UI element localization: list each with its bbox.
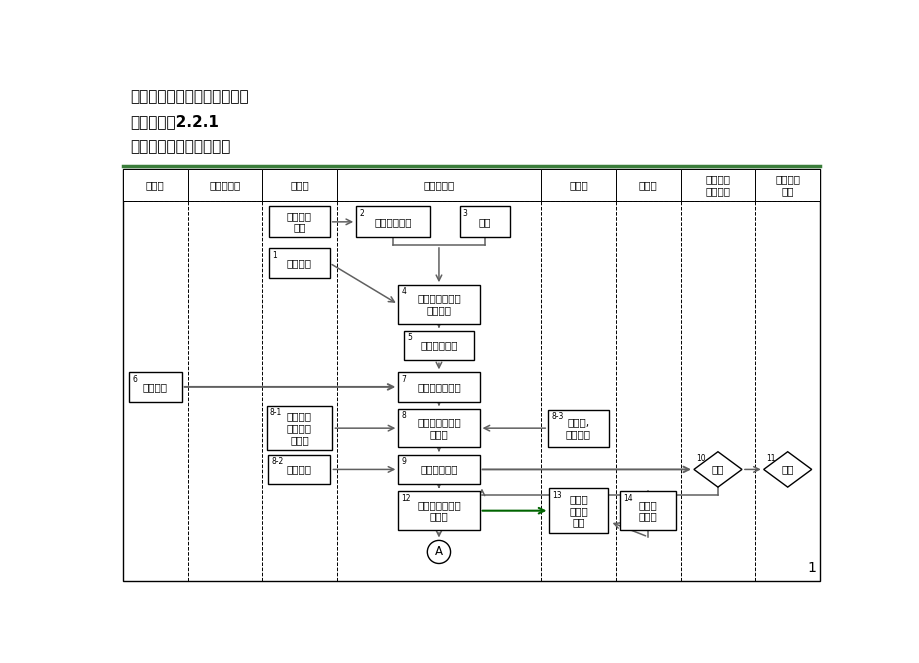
Text: 煤水电气
场站点设
置条件: 煤水电气 场站点设 置条件 (287, 412, 312, 445)
Text: 流程编号：2.2.1: 流程编号：2.2.1 (130, 114, 219, 129)
Text: 1: 1 (272, 251, 277, 260)
Bar (548, 410, 608, 447)
Polygon shape (693, 452, 741, 487)
Bar (262, 169, 336, 201)
Text: 工程部: 工程部 (569, 180, 587, 190)
Bar (615, 169, 680, 201)
Bar (403, 331, 473, 360)
Bar (619, 491, 675, 530)
Bar (540, 169, 615, 201)
Bar (122, 169, 187, 201)
Text: 规划技术部: 规划技术部 (423, 180, 454, 190)
Circle shape (426, 540, 450, 564)
Bar (129, 372, 181, 402)
Text: 6: 6 (132, 375, 137, 384)
Text: 总体规划方案: 总体规划方案 (420, 464, 458, 475)
Text: 委托: 委托 (478, 217, 491, 227)
Text: 审批: 审批 (711, 464, 723, 475)
Text: 10: 10 (696, 454, 705, 463)
Text: 1: 1 (807, 561, 815, 575)
Text: 12: 12 (401, 494, 411, 503)
Bar (356, 206, 429, 237)
Bar (267, 406, 332, 450)
Text: 13: 13 (552, 491, 562, 500)
Text: 前期部: 前期部 (289, 180, 309, 190)
Text: 11: 11 (766, 454, 775, 463)
Text: 9: 9 (401, 457, 406, 466)
Text: 8-1: 8-1 (269, 408, 281, 417)
Text: 规划条件: 规划条件 (287, 258, 312, 268)
Bar (398, 372, 479, 402)
Text: 设计单位制作规
划方案: 设计单位制作规 划方案 (416, 418, 460, 439)
Text: 项目工
程进度
安排: 项目工 程进度 安排 (569, 494, 587, 527)
Text: 2: 2 (358, 209, 364, 217)
Bar (269, 249, 329, 278)
Text: 审批: 审批 (780, 464, 793, 475)
Text: 资金计划: 资金计划 (142, 382, 167, 392)
Text: 战略发展部: 战略发展部 (210, 180, 241, 190)
Text: 8: 8 (401, 411, 405, 420)
Text: 7: 7 (401, 375, 406, 384)
Bar (122, 169, 820, 581)
Text: 专家评审
小组: 专家评审 小组 (775, 174, 800, 196)
Text: 流程拥有者：规划技术部: 流程拥有者：规划技术部 (130, 139, 231, 154)
Bar (187, 169, 262, 201)
Polygon shape (763, 452, 811, 487)
Bar (680, 169, 754, 201)
Bar (269, 206, 329, 237)
Text: 设计单位选择: 设计单位选择 (420, 341, 458, 351)
Text: 销售进
度安排: 销售进 度安排 (638, 500, 657, 522)
Text: 设计进度计划表: 设计进度计划表 (416, 382, 460, 392)
Text: 方案报批: 方案报批 (287, 464, 312, 475)
Text: 规划方案招标: 规划方案招标 (374, 217, 411, 227)
Text: 流程名称：项目规划设计流程: 流程名称：项目规划设计流程 (130, 90, 249, 105)
Text: 5: 5 (407, 333, 412, 342)
Text: 项目市场
报告: 项目市场 报告 (287, 211, 312, 233)
Bar (460, 206, 510, 237)
Bar (398, 455, 479, 484)
Text: 14: 14 (623, 494, 632, 503)
Bar (268, 455, 330, 484)
Bar (398, 409, 479, 448)
Text: 规划设计
评审小组: 规划设计 评审小组 (705, 174, 730, 196)
Text: 8-2: 8-2 (271, 457, 283, 466)
Bar (398, 491, 479, 530)
Text: 编制项目规划设
计任务书: 编制项目规划设 计任务书 (416, 294, 460, 315)
Bar (754, 169, 820, 201)
Text: 财务部: 财务部 (146, 180, 165, 190)
Bar (549, 489, 607, 533)
Text: 8-3: 8-3 (550, 412, 563, 421)
Text: 确定最佳总体规
划方案: 确定最佳总体规 划方案 (416, 500, 460, 522)
Bar (336, 169, 540, 201)
Text: 4: 4 (401, 288, 406, 296)
Text: 3: 3 (462, 209, 467, 217)
Text: 售楼处,
样板环境: 售楼处, 样板环境 (565, 418, 590, 439)
Bar (398, 285, 479, 324)
Text: A: A (435, 546, 442, 558)
Text: 销售部: 销售部 (638, 180, 657, 190)
